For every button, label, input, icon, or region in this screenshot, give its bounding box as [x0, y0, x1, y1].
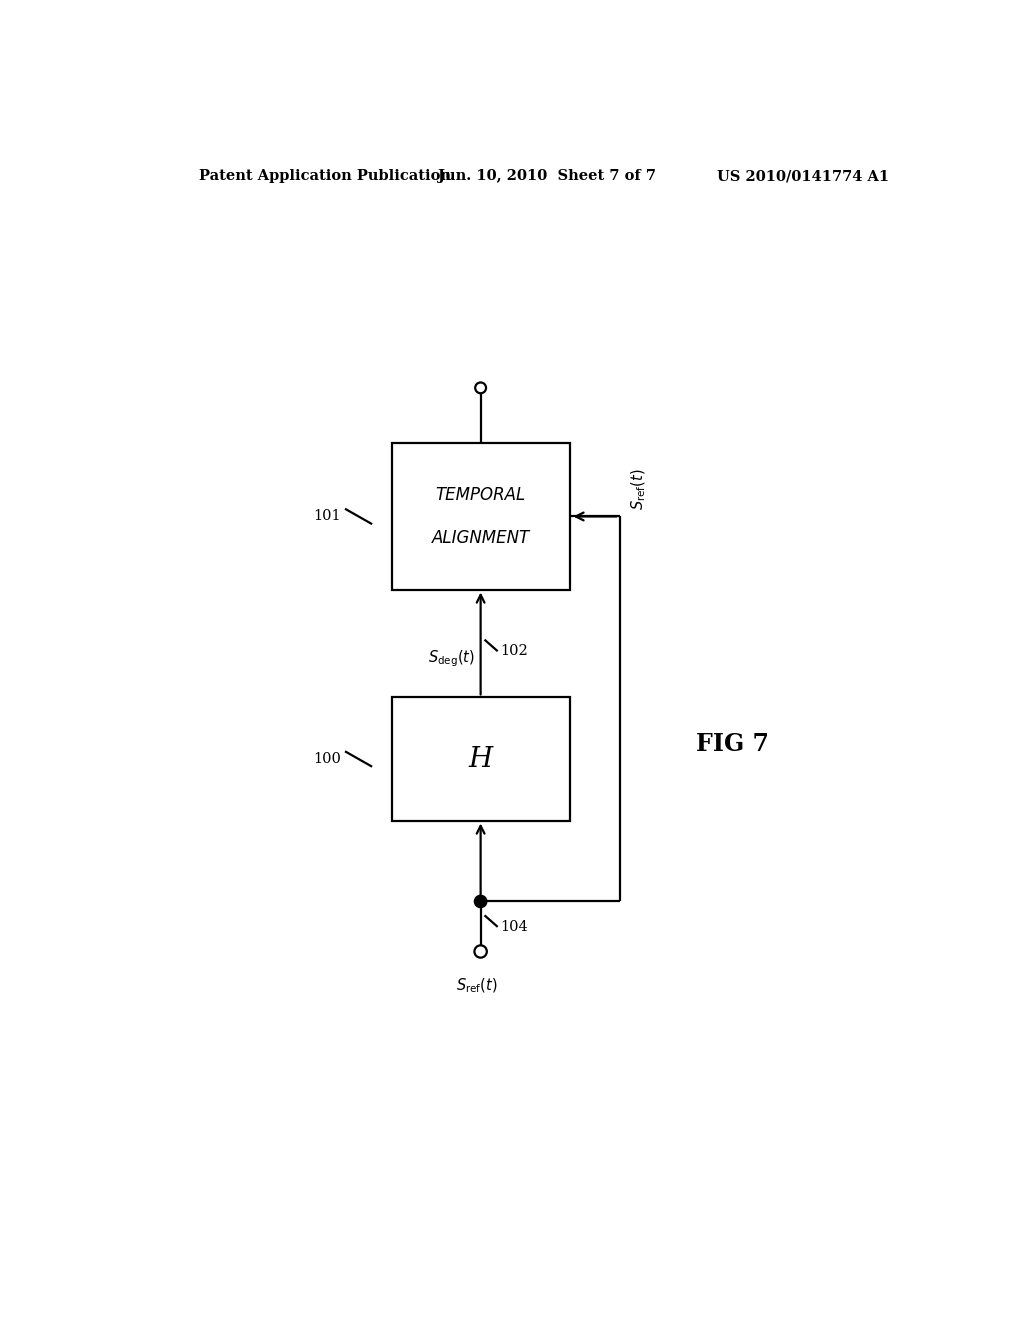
Bar	[391, 444, 569, 590]
Text: 101: 101	[313, 510, 341, 524]
Text: H: H	[469, 746, 493, 772]
Text: Jun. 10, 2010  Sheet 7 of 7: Jun. 10, 2010 Sheet 7 of 7	[438, 169, 656, 183]
Circle shape	[474, 895, 486, 908]
Text: $S_{\mathrm{ref}}(t)$: $S_{\mathrm{ref}}(t)$	[456, 977, 498, 994]
Text: FIG 7: FIG 7	[696, 731, 769, 755]
Bar	[391, 697, 569, 821]
Text: 100: 100	[313, 752, 341, 766]
Text: Patent Application Publication: Patent Application Publication	[200, 169, 452, 183]
Text: US 2010/0141774 A1: US 2010/0141774 A1	[717, 169, 889, 183]
Text: 102: 102	[500, 644, 527, 659]
Text: $S_{\mathrm{deg}}(t)$: $S_{\mathrm{deg}}(t)$	[428, 648, 474, 669]
Text: 104: 104	[500, 920, 527, 933]
Text: ALIGNMENT: ALIGNMENT	[431, 529, 529, 546]
Text: TEMPORAL: TEMPORAL	[435, 486, 525, 504]
Text: $S_{\mathrm{ref}}(t)$: $S_{\mathrm{ref}}(t)$	[630, 469, 648, 511]
